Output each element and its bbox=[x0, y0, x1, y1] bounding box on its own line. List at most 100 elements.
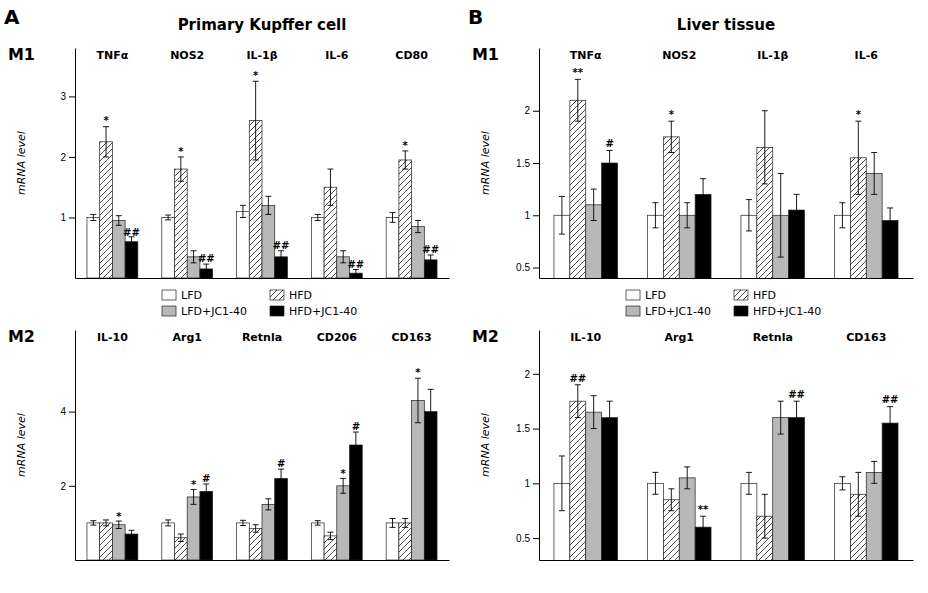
bar bbox=[249, 528, 262, 560]
panel: 123TNFαNOS2IL-1βIL-6CD80*##*##*####*##M1… bbox=[8, 45, 450, 318]
bar bbox=[100, 142, 113, 278]
error-bar bbox=[762, 111, 768, 184]
y-tick: 2 bbox=[60, 152, 75, 163]
y-tick-mark bbox=[533, 215, 539, 216]
legend-swatch bbox=[162, 290, 176, 300]
y-tick-label: 1.5 bbox=[516, 423, 530, 434]
error-bar bbox=[684, 203, 690, 228]
legend-item: LFD bbox=[162, 289, 202, 302]
error-bar bbox=[762, 494, 768, 538]
subtitle: M2 bbox=[8, 327, 35, 346]
error-bar bbox=[778, 173, 784, 257]
error-bar bbox=[165, 215, 171, 220]
title: Primary Kupffer cell bbox=[178, 16, 347, 34]
error-bar bbox=[265, 196, 271, 214]
x-axis bbox=[540, 278, 914, 279]
bar bbox=[679, 478, 695, 560]
annotation: * bbox=[191, 479, 197, 490]
bar bbox=[386, 523, 399, 560]
error-bar bbox=[116, 521, 122, 528]
error-bar bbox=[178, 157, 184, 181]
bar bbox=[647, 483, 663, 560]
y-tick-mark bbox=[533, 374, 539, 375]
bar bbox=[174, 169, 187, 278]
bar bbox=[200, 491, 213, 560]
y-axis: 0.511.52 bbox=[516, 49, 539, 279]
annotation: * bbox=[253, 70, 259, 81]
bar bbox=[125, 242, 138, 278]
legend-label: LFD+JC1-40 bbox=[181, 305, 247, 318]
error-bar bbox=[794, 401, 800, 434]
category-label: TNFα bbox=[570, 49, 602, 62]
category-label: Retnla bbox=[753, 331, 793, 344]
legend: LFDHFDLFD+JC1-40HFD+JC1-40 bbox=[162, 289, 357, 318]
error-bar bbox=[90, 214, 96, 220]
legend-item: HFD+JC1-40 bbox=[270, 305, 357, 318]
category-label: Arg1 bbox=[665, 331, 694, 344]
annotation: * bbox=[669, 109, 675, 120]
error-bar bbox=[103, 127, 109, 157]
legend: LFD HFD LFD+JC1-40 HFD+JC1-40 bbox=[626, 289, 821, 318]
legend-label: LFD bbox=[181, 289, 202, 302]
category-label: Retnla bbox=[242, 331, 282, 344]
annotation: # bbox=[277, 458, 285, 469]
error-bar bbox=[591, 396, 597, 429]
bar bbox=[87, 523, 100, 560]
error-bar bbox=[191, 490, 197, 505]
category-label: IL-6 bbox=[855, 49, 879, 62]
error-bar bbox=[128, 530, 134, 537]
legend-label: HFD+JC1-40 bbox=[753, 305, 821, 318]
error-bar bbox=[559, 456, 565, 511]
texts: IL-10Arg1RetnlaCD163##**####M2mRNA level bbox=[472, 327, 899, 515]
error-bar bbox=[90, 521, 96, 525]
category-label: IL-6 bbox=[325, 49, 349, 62]
error-bar bbox=[668, 121, 674, 152]
bar bbox=[789, 418, 805, 560]
legend-label: LFD+JC1-40 bbox=[645, 305, 711, 318]
legend-item: LFD bbox=[626, 289, 666, 302]
error-bar bbox=[887, 407, 893, 440]
figure: 123TNFαNOS2IL-1βIL-6CD80*##*##*####*##M1… bbox=[0, 0, 928, 593]
category-label: IL-1β bbox=[757, 49, 788, 62]
y-tick-label: 1 bbox=[60, 212, 66, 223]
series bbox=[125, 237, 437, 278]
y-tick-label: 1 bbox=[524, 478, 530, 489]
y-tick: 2 bbox=[60, 481, 75, 492]
bar bbox=[162, 217, 175, 278]
legend-item: HFD+JC1-40 bbox=[734, 305, 821, 318]
category-label: NOS2 bbox=[662, 49, 696, 62]
error-bar bbox=[116, 216, 122, 226]
bar bbox=[570, 100, 586, 278]
panel-letter: A bbox=[4, 5, 20, 29]
legend-label: HFD bbox=[753, 289, 776, 302]
y-tick-mark bbox=[533, 429, 539, 430]
error-bar bbox=[353, 270, 359, 277]
annotation: ## bbox=[273, 240, 290, 251]
error-bar bbox=[240, 205, 246, 217]
error-bar bbox=[402, 151, 408, 169]
error-bar bbox=[607, 150, 613, 175]
error-bar bbox=[253, 81, 259, 160]
marks bbox=[87, 378, 437, 560]
bar bbox=[386, 217, 399, 278]
category-label: NOS2 bbox=[170, 49, 204, 62]
x-axis bbox=[76, 278, 450, 279]
panel-letter: B bbox=[468, 5, 483, 29]
y-tick: 0.5 bbox=[516, 533, 539, 544]
error-bar bbox=[390, 213, 396, 223]
bar bbox=[350, 445, 363, 560]
bar bbox=[311, 523, 324, 560]
error-bar bbox=[575, 385, 581, 418]
y-axis: 0.511.52 bbox=[516, 331, 539, 561]
bar bbox=[112, 525, 125, 560]
y-tick-label: 1 bbox=[524, 210, 530, 221]
legend-item: HFD bbox=[734, 289, 776, 302]
marks bbox=[554, 385, 898, 560]
series bbox=[602, 401, 898, 560]
y-tick-mark bbox=[69, 486, 75, 487]
annotation: * bbox=[856, 109, 862, 120]
error-bar bbox=[128, 237, 134, 247]
bar bbox=[773, 418, 789, 560]
series bbox=[125, 389, 437, 560]
error-bar bbox=[340, 478, 346, 493]
